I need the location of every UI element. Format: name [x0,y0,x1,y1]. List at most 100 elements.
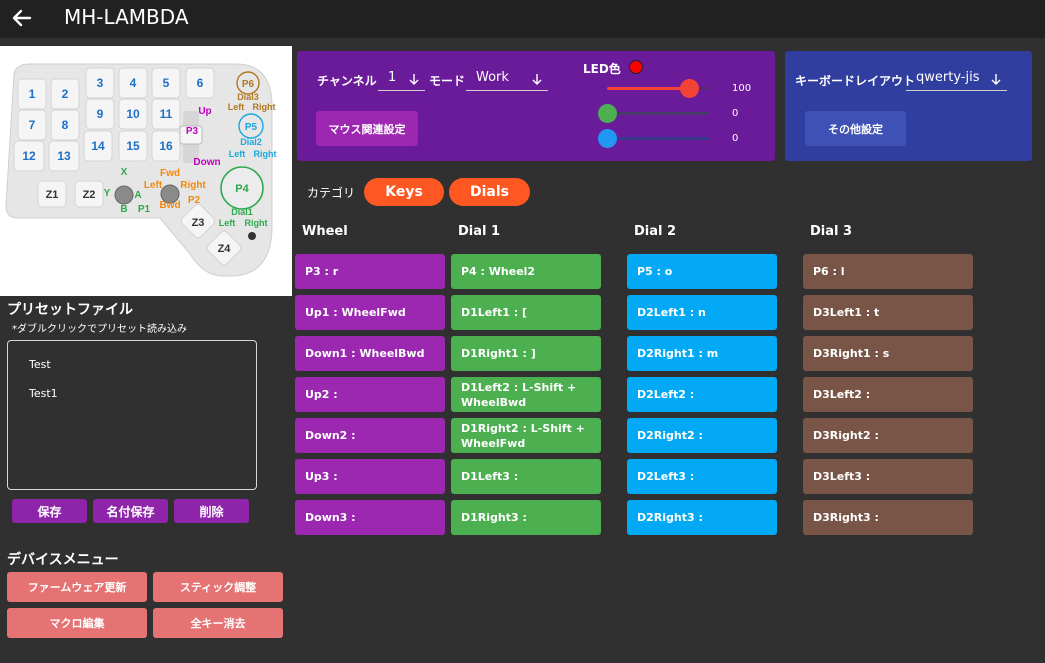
dial2-assign-button[interactable]: D2Left2 : [627,377,777,412]
dial2-assign-button[interactable]: D2Left3 : [627,459,777,494]
keyboard-layout-select[interactable]: qwerty-jis [906,67,1007,91]
preset-item[interactable]: Test [29,358,51,371]
column-header-dial3: Dial 3 [810,224,853,239]
red-slider-thumb[interactable] [679,79,699,98]
channel-label: チャンネル [317,74,377,88]
category-label: カテゴリ [307,186,356,200]
dial3-assign-button[interactable]: D3Left2 : [803,377,973,412]
label-fwd: Fwd [160,168,180,179]
keyboard-panel: キーボードレイアウト qwerty-jis その他設定 [785,51,1032,161]
wheel-assign-button[interactable]: Down1 : WheelBwd [295,336,445,371]
arrow-down-icon [991,74,1001,85]
dial1-assign-button[interactable]: D1Left2 : L-Shift + WheelBwd [451,377,601,412]
back-arrow-icon[interactable] [8,4,36,32]
dial3-assign-button[interactable]: D3Right1 : s [803,336,973,371]
dial2-assign-button[interactable]: D2Left1 : n [627,295,777,330]
dial1-assign-button[interactable]: D1Left3 : [451,459,601,494]
label-dial2-left: Left [229,149,246,159]
blue-slider[interactable] [598,129,709,148]
stick-calibration-button[interactable]: スティック調整 [153,572,283,602]
label-a: A [134,190,141,201]
dial3-assign-button[interactable]: D3Left3 : [803,459,973,494]
dial1-assign-button[interactable]: D1Right2 : L-Shift + WheelFwd [451,418,601,453]
preset-list[interactable]: Test Test1 [7,340,257,490]
dial3-assign-button[interactable]: D3Left1 : t [803,295,973,330]
key-z1: Z1 [46,189,59,201]
dial3-assign-button[interactable]: P6 : l [803,254,973,289]
key-7: 7 [29,118,36,132]
green-slider[interactable] [598,104,709,123]
wheel-assign-button[interactable]: P3 : r [295,254,445,289]
key-14: 14 [91,139,105,153]
blue-value: 0 [732,133,739,144]
delete-button[interactable]: 削除 [174,499,249,523]
macro-edit-button[interactable]: マクロ編集 [7,608,147,638]
green-slider-thumb[interactable] [598,104,617,123]
save-as-button[interactable]: 名付保存 [93,499,168,523]
key-z3: Z3 [192,217,205,229]
dial2-assign-button[interactable]: D2Right3 : [627,500,777,535]
device-menu-title: デバイスメニュー [7,552,119,568]
mode-select[interactable]: Work [466,67,548,91]
tab-keys[interactable]: Keys [364,178,444,206]
save-button[interactable]: 保存 [12,499,87,523]
firmware-update-button[interactable]: ファームウェア更新 [7,572,147,602]
wheel-assign-button[interactable]: Up3 : [295,459,445,494]
dial3-assign-button[interactable]: D3Right2 : [803,418,973,453]
led-color-indicator [629,60,643,74]
other-settings-button[interactable]: その他設定 [805,111,906,146]
label-b: B [120,204,127,215]
key-9: 9 [97,107,104,121]
blue-slider-thumb[interactable] [598,129,617,148]
dial2-assign-button[interactable]: P5 : o [627,254,777,289]
label-down: Down [193,157,220,168]
key-2: 2 [62,87,69,101]
tab-dials[interactable]: Dials [449,178,530,206]
mode-label: モード [429,74,466,88]
led-color-label: LED色 [583,62,621,76]
column-header-dial2: Dial 2 [634,224,677,239]
key-13: 13 [57,149,71,163]
device-diagram: 1 2 3 4 5 6 7 8 9 10 11 12 13 1 [0,46,292,296]
key-5: 5 [163,76,170,90]
dial1-assign-button[interactable]: P4 : Wheel2 [451,254,601,289]
column-header-wheel: Wheel [302,224,348,239]
wheel-assign-button[interactable]: Down3 : [295,500,445,535]
dial1-assign-button[interactable]: D1Left1 : [ [451,295,601,330]
red-slider[interactable] [607,79,709,98]
dial3-assign-button[interactable]: D3Right3 : [803,500,973,535]
wheel-assign-button[interactable]: Down2 : [295,418,445,453]
channel-select[interactable]: 1 [378,67,425,91]
arrow-down-icon [532,74,542,85]
label-stick-left: Left [144,180,163,191]
label-p2: P2 [188,195,201,206]
wheel-assign-button[interactable]: Up2 : [295,377,445,412]
dial1-assign-button[interactable]: D1Right3 : [451,500,601,535]
label-bwd: Bwd [159,200,180,211]
dial1-assign-button[interactable]: D1Right1 : ] [451,336,601,371]
label-dial3-right: Right [253,102,276,112]
key-3: 3 [97,76,104,90]
label-dial1: Dial1 [231,207,253,217]
dial2-assign-button[interactable]: D2Right1 : m [627,336,777,371]
column-header-dial1: Dial 1 [458,224,501,239]
mouse-settings-button[interactable]: マウス関連設定 [316,111,418,146]
green-value: 0 [732,108,739,119]
label-p4: P4 [235,183,249,195]
arrow-down-icon [409,74,419,85]
key-10: 10 [126,107,140,121]
label-up: Up [198,106,211,117]
preset-title: プリセットファイル [7,302,133,318]
label-p5: P5 [245,122,258,133]
preset-note: *ダブルクリックでプリセット読み込み [12,324,187,335]
preset-item[interactable]: Test1 [29,387,58,400]
dial2-assign-button[interactable]: D2Right2 : [627,418,777,453]
label-p1: P1 [138,204,151,215]
label-dial2: Dial2 [240,137,262,147]
app-bar: MH-LAMBDA [0,0,1045,38]
clear-all-keys-button[interactable]: 全キー消去 [153,608,283,638]
wheel-assign-button[interactable]: Up1 : WheelFwd [295,295,445,330]
label-stick-right: Right [180,180,206,191]
key-4: 4 [130,76,137,90]
key-z4: Z4 [218,243,232,255]
